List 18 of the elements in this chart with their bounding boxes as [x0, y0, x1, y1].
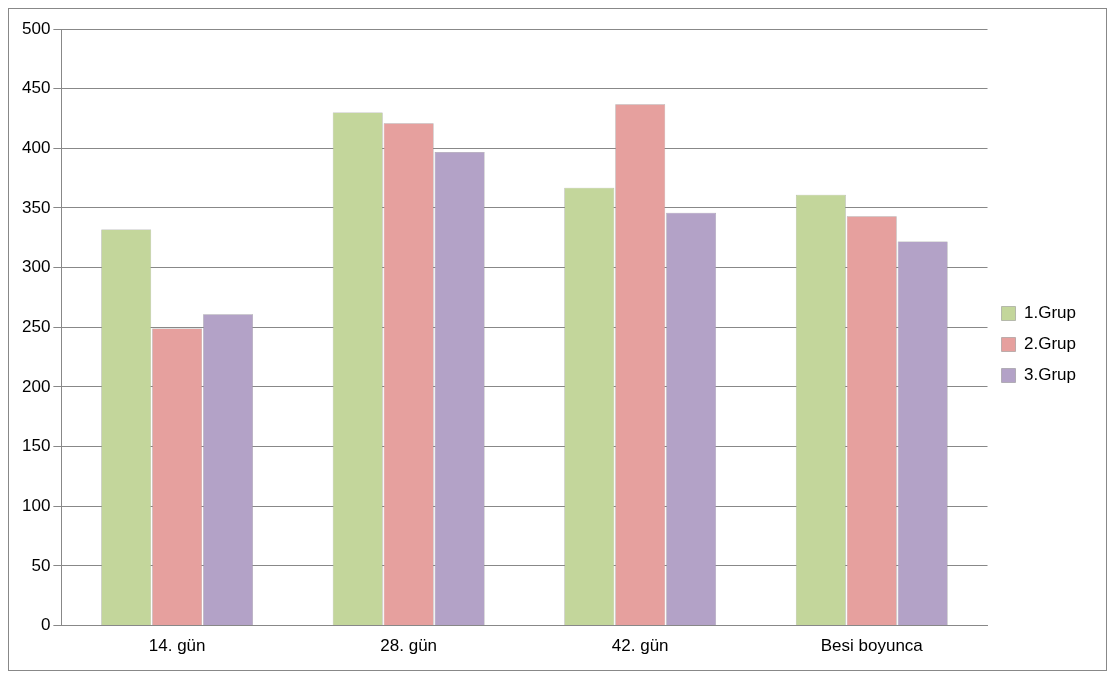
y-tick-label: 350 [21, 197, 51, 217]
x-tick-label: 14. gün [148, 636, 206, 656]
y-tick-label: 150 [21, 436, 51, 456]
y-tick-label: 50 [31, 555, 51, 575]
x-tick-label: Besi boyunca [820, 636, 924, 656]
x-tick-label: 28. gün [380, 636, 438, 656]
legend-label: 3.Grup [1024, 365, 1077, 385]
y-tick-label: 400 [21, 138, 51, 158]
y-tick-label: 300 [21, 257, 51, 277]
y-tick-label: 250 [21, 316, 51, 336]
x-tick-label: 42. gün [611, 636, 669, 656]
y-tick-label: 450 [21, 78, 51, 98]
y-tick-label: 100 [21, 495, 51, 515]
y-tick-label: 0 [40, 615, 51, 635]
legend-label: 1.Grup [1024, 303, 1077, 323]
y-tick-label: 500 [21, 18, 51, 38]
y-tick-label: 200 [21, 376, 51, 396]
legend-label: 2.Grup [1024, 334, 1077, 354]
